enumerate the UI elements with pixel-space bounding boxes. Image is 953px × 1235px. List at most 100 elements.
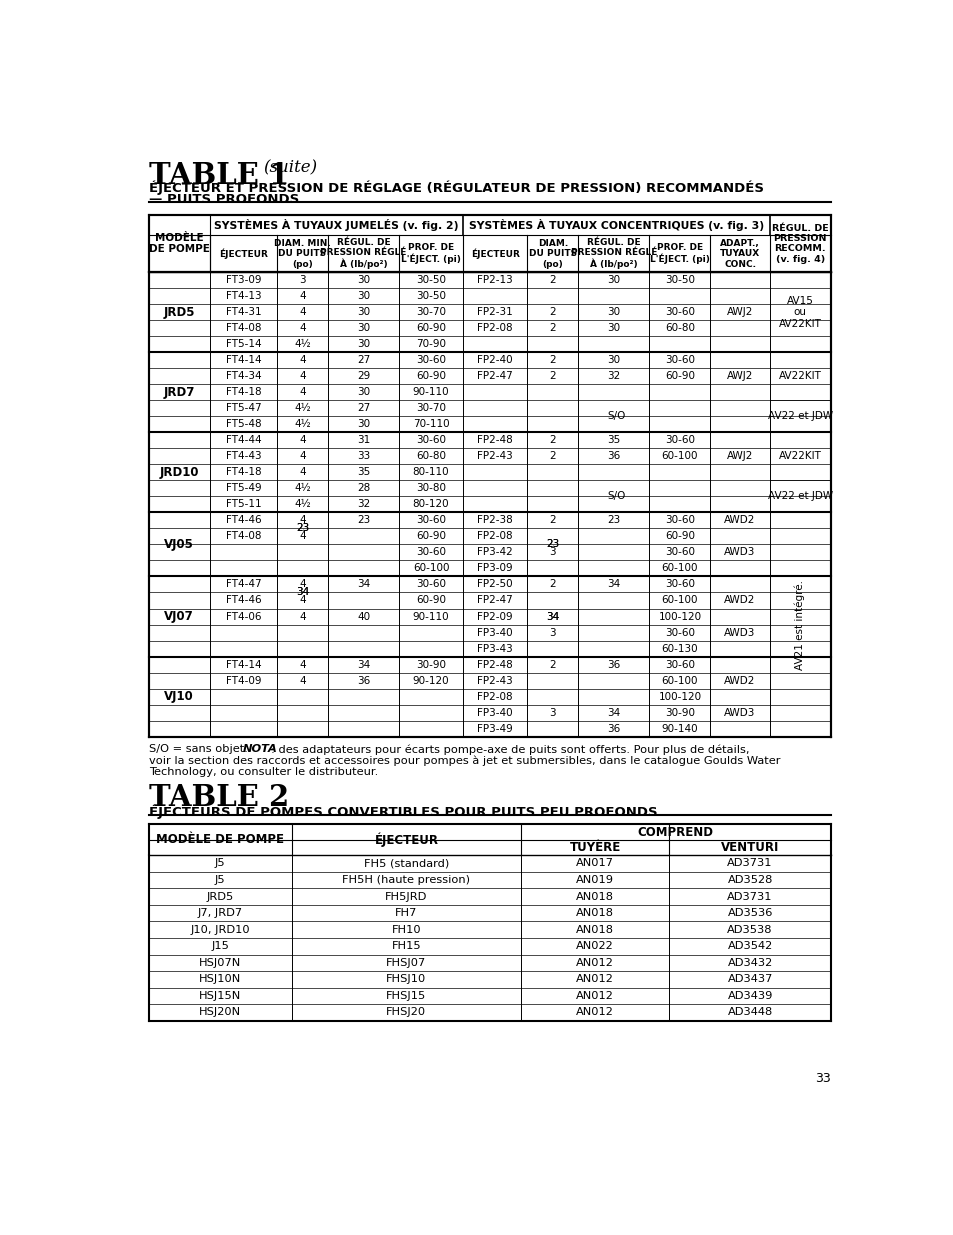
Text: J10, JRD10: J10, JRD10 — [191, 925, 250, 935]
Text: S/O = sans objet.: S/O = sans objet. — [149, 745, 248, 755]
Text: 60-80: 60-80 — [664, 324, 694, 333]
Text: ÉJECTEUR: ÉJECTEUR — [470, 248, 519, 259]
Text: VENTURI: VENTURI — [720, 841, 779, 855]
Text: AD3448: AD3448 — [727, 1008, 772, 1018]
Text: 34: 34 — [295, 588, 309, 598]
Text: FP2-38: FP2-38 — [476, 515, 513, 525]
Text: 2: 2 — [549, 356, 556, 366]
Text: FH5H (haute pression): FH5H (haute pression) — [342, 876, 470, 885]
Text: AWD2: AWD2 — [723, 515, 755, 525]
Text: 2: 2 — [549, 372, 556, 382]
Text: 100-120: 100-120 — [658, 692, 700, 701]
Text: FT3-09: FT3-09 — [225, 275, 261, 285]
Text: FT5-47: FT5-47 — [225, 404, 261, 414]
Text: 30-60: 30-60 — [664, 659, 694, 669]
Text: FP3-40: FP3-40 — [476, 708, 513, 718]
Text: 4: 4 — [299, 324, 306, 333]
Text: 60-80: 60-80 — [416, 451, 446, 462]
Text: RÉGUL. DE
PRESSION RÉGLÉ
À (lb/po²): RÉGUL. DE PRESSION RÉGLÉ À (lb/po²) — [570, 238, 657, 269]
Text: 4: 4 — [299, 451, 306, 462]
Text: 29: 29 — [356, 372, 370, 382]
Text: 4½: 4½ — [294, 483, 311, 494]
Text: 30: 30 — [607, 275, 619, 285]
Text: 4: 4 — [299, 611, 306, 621]
Text: JRD5: JRD5 — [207, 892, 233, 902]
Text: TUYÈRE: TUYÈRE — [569, 841, 620, 855]
Text: 60-90: 60-90 — [416, 595, 446, 605]
Text: 30-60: 30-60 — [664, 436, 694, 446]
Text: FP2-09: FP2-09 — [476, 611, 513, 621]
Text: AN012: AN012 — [576, 990, 614, 1000]
Text: ÉJECTEUR: ÉJECTEUR — [374, 832, 438, 847]
Text: VJ05: VJ05 — [164, 538, 194, 551]
Text: FT5-14: FT5-14 — [225, 340, 261, 350]
Bar — [277, 577, 327, 609]
Text: 30-50: 30-50 — [664, 275, 694, 285]
Text: VJ10: VJ10 — [164, 690, 193, 703]
Text: 30-90: 30-90 — [416, 659, 446, 669]
Text: FT4-46: FT4-46 — [225, 595, 261, 605]
Text: 60-90: 60-90 — [416, 531, 446, 541]
Bar — [769, 513, 829, 736]
Text: 60-100: 60-100 — [661, 676, 698, 685]
Text: 3: 3 — [549, 627, 556, 637]
Text: AV22 et JDW: AV22 et JDW — [767, 492, 832, 501]
Text: AV22KIT: AV22KIT — [778, 372, 821, 382]
Text: FP2-50: FP2-50 — [476, 579, 513, 589]
Text: FT4-34: FT4-34 — [225, 372, 261, 382]
Text: 30-80: 30-80 — [416, 483, 446, 494]
Text: 30: 30 — [356, 388, 370, 398]
Text: 90-110: 90-110 — [413, 388, 449, 398]
Text: FT4-08: FT4-08 — [225, 531, 261, 541]
Text: 34: 34 — [356, 659, 370, 669]
Text: PROF. DE
L'ÉJECT. (pi): PROF. DE L'ÉJECT. (pi) — [400, 243, 460, 264]
Text: JRD5: JRD5 — [163, 306, 194, 319]
Text: FHSJ20: FHSJ20 — [386, 1008, 426, 1018]
Text: FT4-44: FT4-44 — [225, 436, 261, 446]
Text: JRD10: JRD10 — [159, 466, 199, 479]
Text: 34: 34 — [545, 611, 558, 621]
Text: AD3437: AD3437 — [726, 974, 772, 984]
Text: 2: 2 — [549, 324, 556, 333]
Text: 60-100: 60-100 — [661, 451, 698, 462]
Text: 32: 32 — [607, 372, 619, 382]
Text: 60-100: 60-100 — [661, 563, 698, 573]
Text: 30-60: 30-60 — [664, 579, 694, 589]
Text: FH5JRD: FH5JRD — [385, 892, 427, 902]
Text: 35: 35 — [607, 436, 619, 446]
Text: 30-50: 30-50 — [416, 275, 446, 285]
Text: 28: 28 — [356, 483, 370, 494]
Text: AWJ2: AWJ2 — [726, 372, 753, 382]
Text: 30: 30 — [356, 275, 370, 285]
Text: AV22 et JDW: AV22 et JDW — [767, 411, 832, 421]
Text: 30-60: 30-60 — [416, 515, 446, 525]
Text: FT5-49: FT5-49 — [225, 483, 261, 494]
Text: 4: 4 — [299, 467, 306, 478]
Text: FP2-40: FP2-40 — [476, 356, 513, 366]
Text: 23: 23 — [356, 515, 370, 525]
Text: 3: 3 — [299, 275, 306, 285]
Text: AWD2: AWD2 — [723, 676, 755, 685]
Text: 60-90: 60-90 — [664, 531, 694, 541]
Text: FT5-11: FT5-11 — [225, 499, 261, 509]
Text: FP2-47: FP2-47 — [476, 372, 513, 382]
Text: AN018: AN018 — [576, 925, 614, 935]
Text: 30-60: 30-60 — [416, 436, 446, 446]
Text: ÉJECTEURS DE POMPES CONVERTIBLES POUR PUITS PEU PROFONDS: ÉJECTEURS DE POMPES CONVERTIBLES POUR PU… — [149, 804, 657, 819]
Text: VJ07: VJ07 — [164, 610, 193, 622]
Text: 30: 30 — [607, 356, 619, 366]
Text: 2: 2 — [549, 275, 556, 285]
Text: 90-120: 90-120 — [413, 676, 449, 685]
Text: TABLE 1: TABLE 1 — [149, 162, 289, 190]
Text: 30-60: 30-60 — [416, 579, 446, 589]
Text: FP2-48: FP2-48 — [476, 659, 513, 669]
Text: AN012: AN012 — [576, 974, 614, 984]
Bar — [149, 215, 830, 272]
Text: FHSJ15: FHSJ15 — [386, 990, 426, 1000]
Text: HSJ20N: HSJ20N — [199, 1008, 241, 1018]
Bar — [277, 513, 327, 545]
Text: 60-90: 60-90 — [416, 372, 446, 382]
Text: FT4-06: FT4-06 — [225, 611, 261, 621]
Text: 60-130: 60-130 — [660, 643, 698, 653]
Text: 33: 33 — [814, 1072, 830, 1086]
